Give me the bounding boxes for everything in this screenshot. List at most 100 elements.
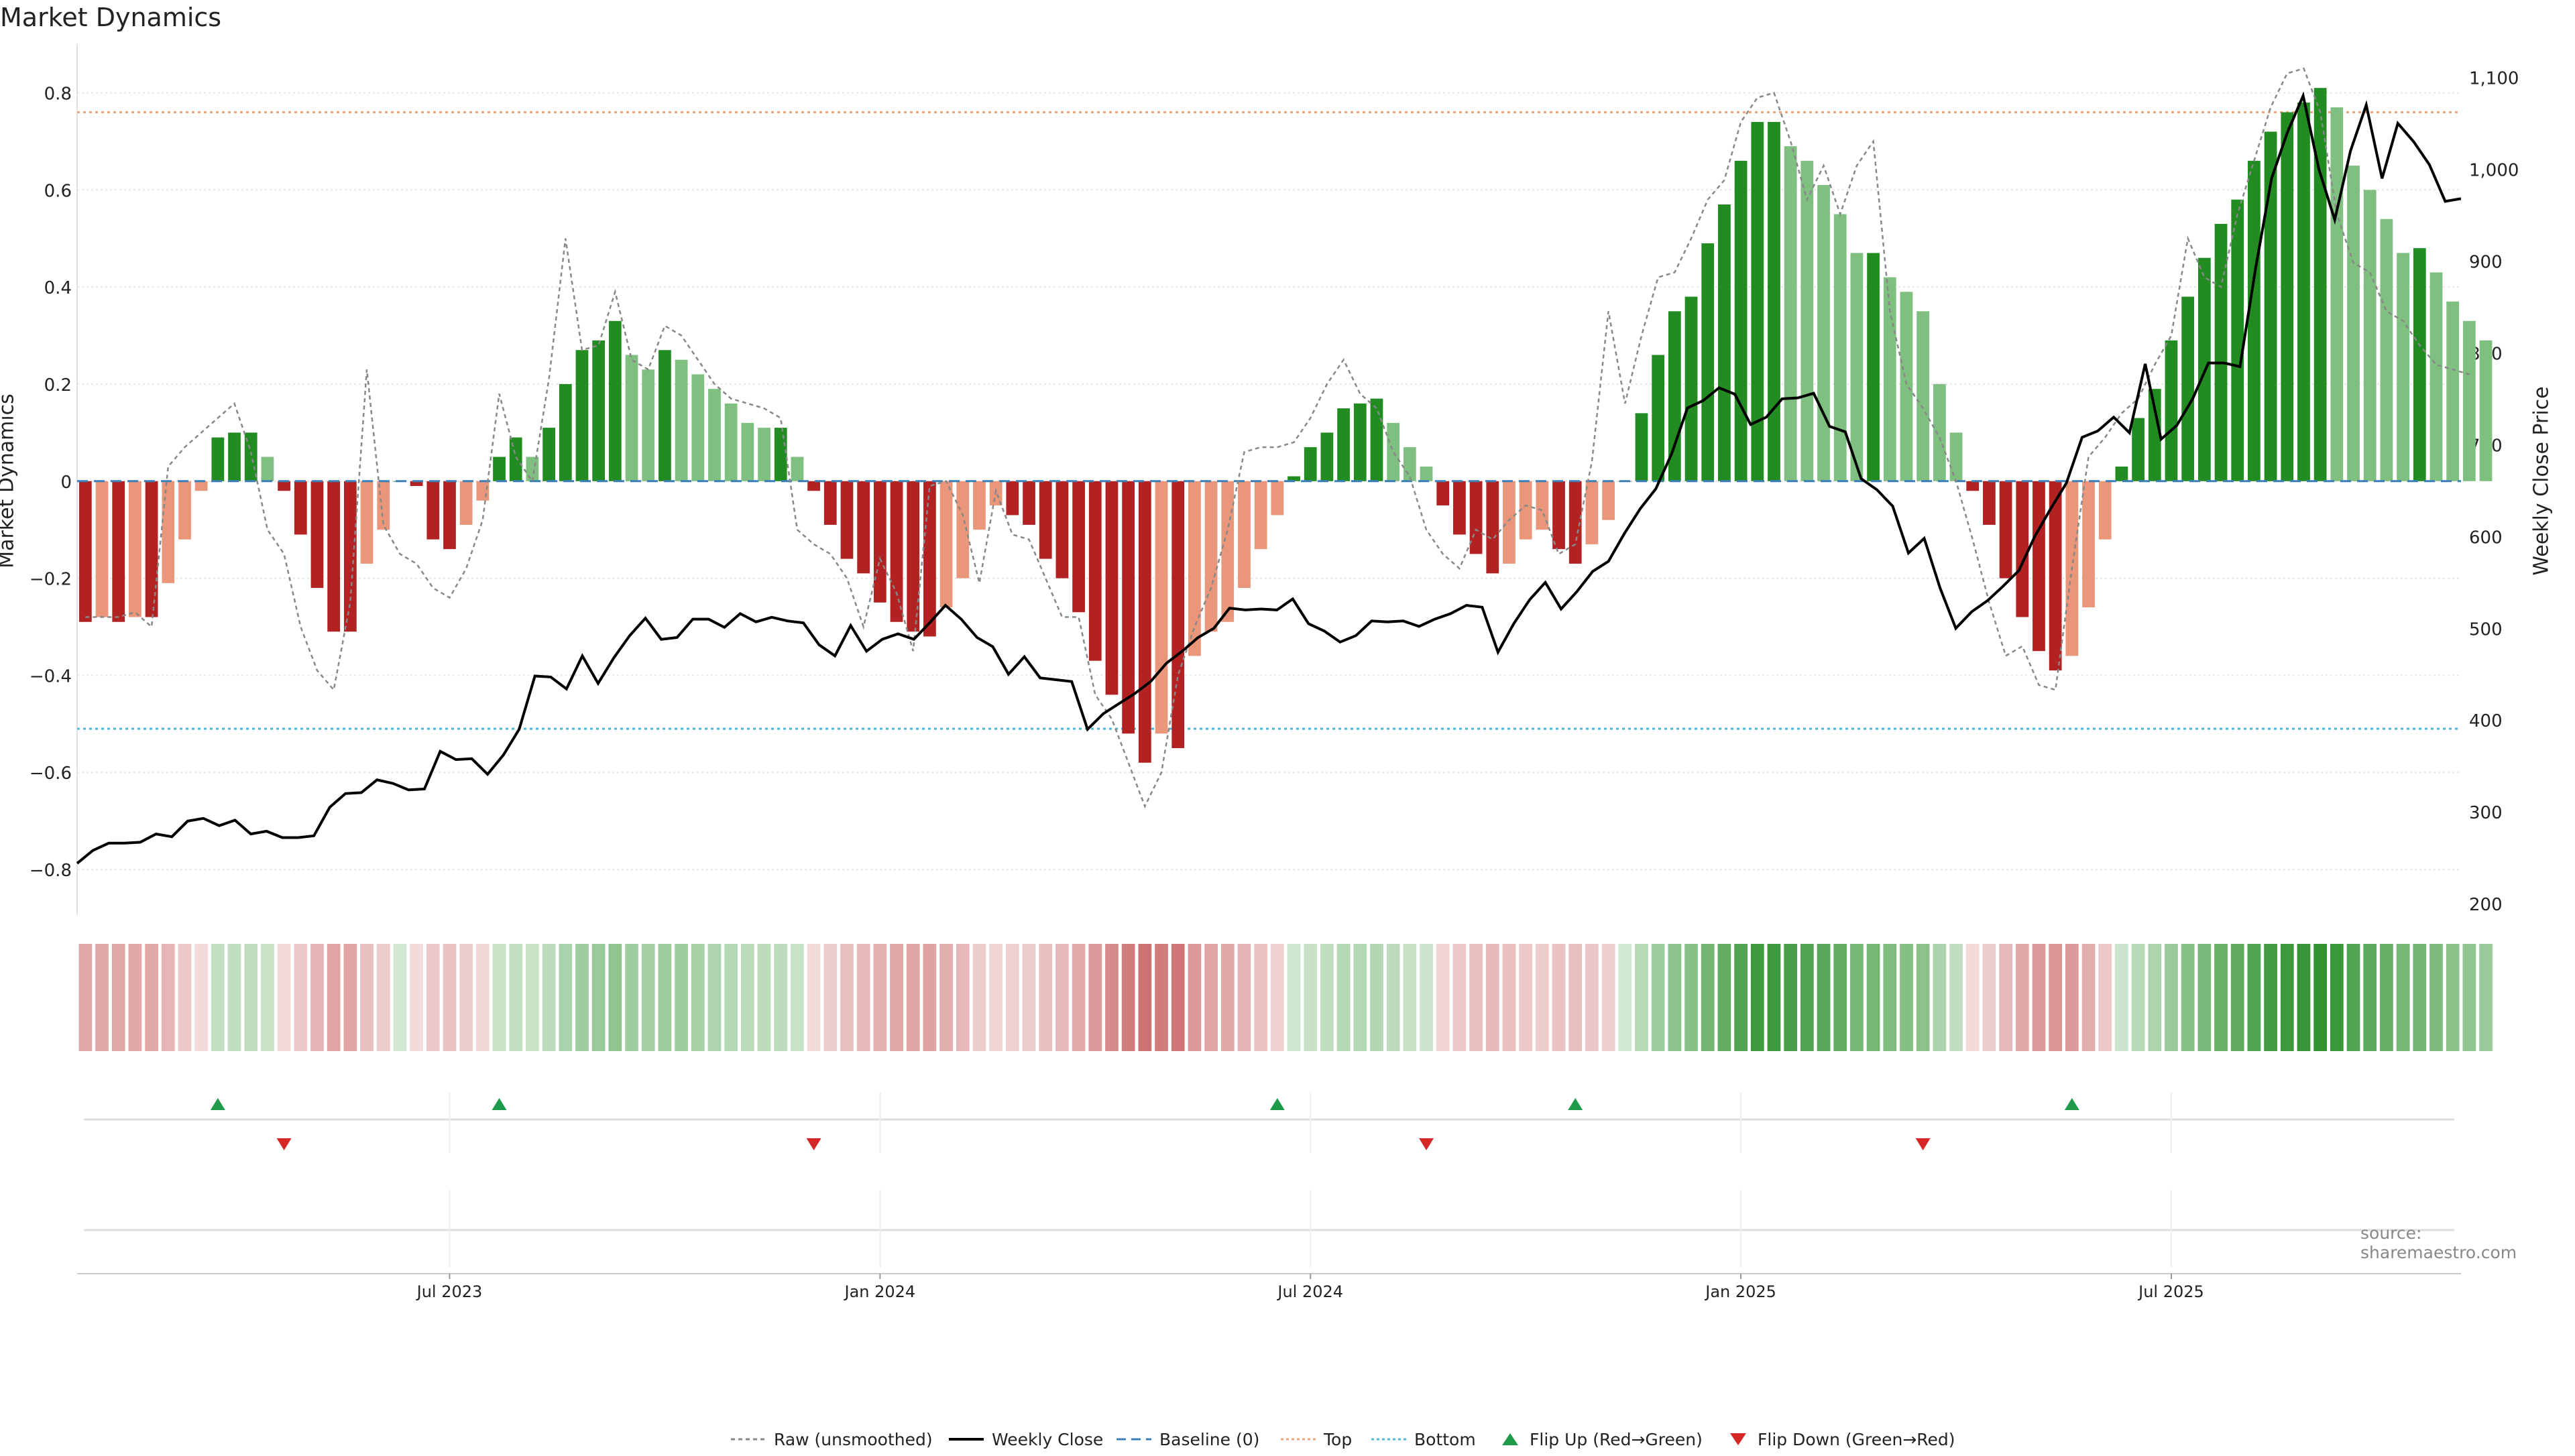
dynamics-bar — [1486, 481, 1499, 574]
dynamics-bar — [162, 481, 175, 583]
baseline-swatch-icon — [1117, 1438, 1151, 1441]
heat-cell — [1502, 944, 1516, 1051]
dynamics-bar — [1503, 481, 1515, 564]
triangle-up-icon — [1502, 1433, 1518, 1445]
heat-cell — [161, 944, 175, 1051]
heat-cell — [2413, 944, 2427, 1051]
dynamics-bar — [1254, 481, 1267, 550]
heat-cell — [575, 944, 589, 1051]
y-tick-label: −0.2 — [30, 570, 72, 590]
y2-tick-label: 300 — [2469, 803, 2503, 823]
heat-cell — [1535, 944, 1549, 1051]
heat-cell — [1055, 944, 1069, 1051]
dynamics-bar — [1602, 481, 1615, 520]
dynamics-bar — [1420, 467, 1433, 481]
dynamics-bar — [1238, 481, 1251, 589]
heat-cell — [989, 944, 1003, 1051]
flip-up-marker — [2064, 1098, 2079, 1110]
heat-cell — [1717, 944, 1731, 1051]
dynamics-bar — [310, 481, 324, 589]
dynamics-bar — [1734, 160, 1748, 481]
dynamics-bar — [2082, 481, 2095, 608]
dynamics-bar — [1469, 481, 1483, 554]
dynamics-bar — [1006, 481, 1019, 515]
y2-tick-label: 600 — [2469, 528, 2503, 548]
heat-cell — [1469, 944, 1483, 1051]
heat-cell — [1635, 944, 1648, 1051]
dynamics-bar — [1221, 481, 1235, 622]
dynamics-bar — [1933, 383, 1946, 481]
dynamics-bar — [509, 437, 522, 481]
heat-cell — [1519, 944, 1533, 1051]
dynamics-bar — [1536, 481, 1549, 530]
legend-item-close: Weekly Close — [949, 1422, 1103, 1456]
dynamics-bar — [112, 481, 125, 622]
y-tick-label: 0.6 — [44, 181, 72, 201]
heat-cell — [2264, 944, 2277, 1051]
heat-cell — [111, 944, 125, 1051]
heat-cell — [1320, 944, 1334, 1051]
heat-cell — [2115, 944, 2128, 1051]
heat-cell — [2148, 944, 2162, 1051]
dynamics-bar — [129, 481, 141, 617]
legend-label-flip-down: Flip Down (Green→Red) — [1758, 1429, 1955, 1449]
heat-cell — [956, 944, 970, 1051]
dynamics-bar — [1288, 476, 1300, 481]
dynamics-bar — [211, 437, 225, 481]
heat-cell — [2429, 944, 2443, 1051]
dynamics-bar — [426, 481, 440, 540]
dynamics-bar — [493, 457, 506, 481]
dynamics-bar — [1138, 481, 1151, 763]
legend: Raw (unsmoothed) Weekly Close Baseline (… — [0, 1422, 2575, 1456]
dynamics-bar — [1635, 413, 1648, 481]
dynamics-bar — [2132, 418, 2144, 481]
heat-strip — [78, 944, 2493, 1051]
heat-cell — [1452, 944, 1467, 1051]
flip-up-marker — [1269, 1098, 1285, 1110]
heat-cell — [1088, 944, 1102, 1051]
heat-cell — [1022, 944, 1036, 1051]
dynamics-bar — [840, 481, 854, 559]
heat-cell — [2313, 944, 2328, 1051]
y2-tick-label: 1,100 — [2469, 69, 2519, 89]
heat-cell — [2346, 944, 2360, 1051]
dynamics-bar — [857, 481, 870, 574]
dynamics-bar — [923, 481, 936, 637]
dynamics-bar — [1023, 481, 1035, 525]
heat-cell — [1485, 944, 1499, 1051]
dynamics-bar — [2231, 199, 2244, 481]
heat-cell — [261, 944, 274, 1051]
dynamics-bar — [1122, 481, 1135, 734]
heat-cell — [1949, 944, 1963, 1051]
legend-item-baseline: Baseline (0) — [1117, 1422, 1259, 1456]
heat-cell — [1386, 944, 1400, 1051]
heat-cell — [1684, 944, 1698, 1051]
heat-cell — [1750, 944, 1764, 1051]
y2-tick-label: 900 — [2469, 252, 2503, 272]
dynamics-bar — [2098, 481, 2112, 540]
dynamics-bars — [78, 88, 2493, 763]
heat-cell — [724, 944, 738, 1051]
y-tick-label: 0.4 — [44, 278, 72, 298]
heat-cell — [1850, 944, 1864, 1051]
dynamics-bar — [1883, 277, 1896, 481]
legend-label-close: Weekly Close — [992, 1429, 1104, 1449]
dynamics-bar — [642, 369, 655, 481]
dynamics-bar — [2016, 481, 2029, 617]
dynamics-bar — [1585, 481, 1599, 544]
heat-cell — [145, 944, 158, 1051]
heat-cell — [1767, 944, 1781, 1051]
heat-cell — [675, 944, 688, 1051]
heat-cell — [1866, 944, 1880, 1051]
x-tick-label: Jan 2025 — [1704, 1282, 1776, 1301]
heat-cell — [1005, 944, 1019, 1051]
dynamics-bar — [1387, 422, 1400, 481]
dynamics-bar — [1204, 481, 1218, 632]
heat-cell — [591, 944, 606, 1051]
weekly-close-line — [76, 91, 2462, 865]
heat-cell — [1121, 944, 1135, 1051]
bottom-line-swatch-icon — [1371, 1438, 1406, 1441]
flip-up-marker — [210, 1098, 225, 1110]
dynamics-bar — [659, 350, 671, 481]
dynamics-bar — [592, 340, 606, 481]
